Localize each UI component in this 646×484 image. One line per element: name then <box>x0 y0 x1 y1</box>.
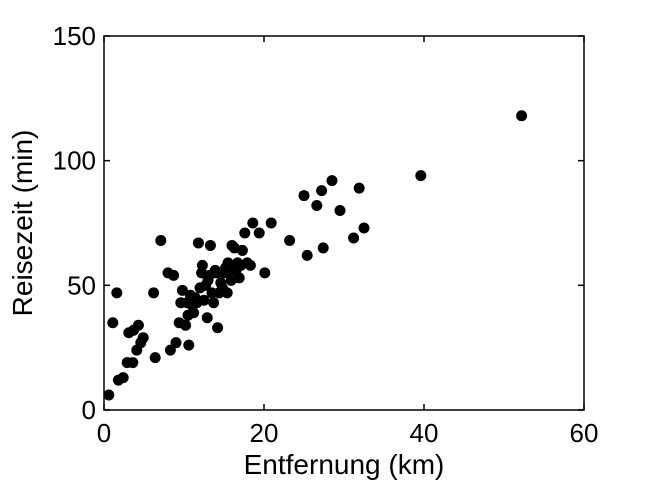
data-point <box>155 234 167 246</box>
data-point <box>516 110 528 122</box>
data-point <box>326 175 338 187</box>
y-tick-label: 150 <box>53 21 96 51</box>
data-point <box>137 332 149 344</box>
data-point <box>170 337 182 349</box>
data-point <box>316 185 328 197</box>
data-point <box>198 294 210 306</box>
data-point <box>212 322 224 334</box>
data-point <box>107 317 119 329</box>
data-point <box>201 312 213 324</box>
data-point <box>149 352 161 364</box>
data-point <box>132 319 144 331</box>
x-tick-label: 60 <box>570 418 599 448</box>
data-point <box>117 372 129 384</box>
y-tick-label: 50 <box>67 270 96 300</box>
data-points <box>103 110 528 401</box>
data-point <box>259 267 271 279</box>
data-point <box>247 217 259 229</box>
data-point <box>233 272 245 284</box>
x-tick-label: 0 <box>97 418 111 448</box>
data-point <box>311 200 323 212</box>
data-point <box>358 222 370 234</box>
data-point <box>265 217 277 229</box>
x-tick-label: 40 <box>410 418 439 448</box>
data-point <box>188 307 200 319</box>
data-point <box>196 259 208 271</box>
data-point <box>244 259 256 271</box>
data-point <box>348 232 360 244</box>
data-point <box>334 205 346 217</box>
y-tick-label: 0 <box>82 395 96 425</box>
data-point <box>127 357 139 369</box>
data-point <box>298 190 310 202</box>
data-point <box>168 269 180 281</box>
data-point <box>221 287 233 299</box>
data-point <box>284 234 296 246</box>
data-point <box>353 182 365 194</box>
y-axis-label: Reisezeit (min) <box>7 130 38 317</box>
data-point <box>176 284 188 296</box>
data-point <box>204 239 216 251</box>
data-point <box>103 389 115 401</box>
data-point <box>111 287 123 299</box>
data-point <box>239 227 251 239</box>
data-point <box>253 227 265 239</box>
plot-area <box>103 35 585 411</box>
x-axis-label: Entfernung (km) <box>244 449 445 480</box>
data-point <box>180 319 192 331</box>
data-point <box>183 339 195 351</box>
data-point <box>236 244 248 256</box>
data-point <box>301 249 313 261</box>
data-point <box>192 237 204 249</box>
data-point <box>164 344 176 356</box>
data-point <box>148 287 160 299</box>
data-point <box>317 242 329 254</box>
x-tick-label: 20 <box>250 418 279 448</box>
axis-ticks: 0 20 40 60 0 50 100 150 <box>53 21 599 448</box>
data-point <box>208 297 220 309</box>
data-point <box>415 170 427 182</box>
y-tick-label: 100 <box>53 146 96 176</box>
